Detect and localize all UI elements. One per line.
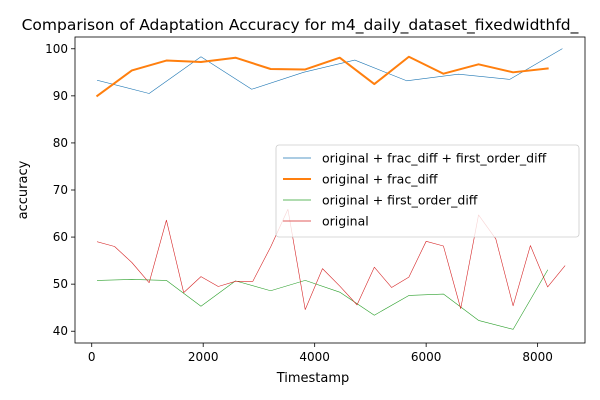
y-tick-label: 50 <box>53 277 68 291</box>
y-tick-label: 60 <box>53 230 68 244</box>
y-axis-label: accuracy <box>16 160 31 219</box>
x-tick-label: 0 <box>88 350 96 364</box>
x-tick-label: 4000 <box>299 350 330 364</box>
legend-label-3: original <box>322 214 369 229</box>
series-line-0 <box>96 48 563 94</box>
y-tick-label: 100 <box>45 42 68 56</box>
y-tick-label: 90 <box>53 89 68 103</box>
x-tick-label: 2000 <box>188 350 219 364</box>
legend-label-1: original + frac_diff <box>322 172 438 187</box>
series-line-1 <box>95 55 549 98</box>
x-tick-label: 6000 <box>411 350 442 364</box>
y-tick-label: 70 <box>53 183 68 197</box>
axis-ticks: 0 2000 4000 6000 8000 40 50 60 70 80 90 100 <box>45 42 553 364</box>
y-tick-label: 80 <box>53 136 68 150</box>
legend-box <box>275 144 580 238</box>
x-axis-label: Timestamp <box>276 371 350 386</box>
chart-title: Comparison of Adaptation Accuracy for m4… <box>22 16 579 35</box>
legend: original + frac_diff + first_order_diffo… <box>275 144 580 238</box>
y-tick-label: 40 <box>53 324 68 338</box>
x-tick-label: 8000 <box>522 350 553 364</box>
series-line-2 <box>96 269 549 330</box>
legend-label-0: original + frac_diff + first_order_diff <box>322 151 547 166</box>
legend-label-2: original + first_order_diff <box>322 193 478 208</box>
plot-area <box>95 48 566 330</box>
